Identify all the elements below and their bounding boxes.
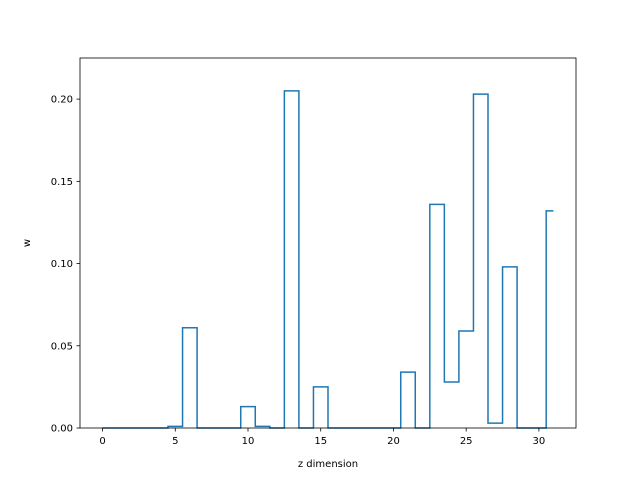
plot-area — [80, 58, 576, 428]
y-tick-label: 0.20 — [51, 95, 73, 106]
x-tick-label: 30 — [533, 436, 546, 447]
y-axis-label: w — [22, 239, 33, 247]
x-tick-label: 15 — [314, 436, 327, 447]
x-tick-label: 20 — [387, 436, 400, 447]
y-tick-label: 0.15 — [51, 177, 73, 188]
y-axis: 0.00 0.05 0.10 0.15 0.20 — [51, 95, 80, 435]
x-axis: 0 5 10 15 20 25 30 — [99, 428, 545, 447]
x-tick-label: 5 — [172, 436, 178, 447]
x-tick-label: 25 — [460, 436, 473, 447]
y-tick-label: 0.05 — [51, 341, 73, 352]
plot-frame — [79, 57, 577, 429]
y-tick-label: 0.10 — [51, 259, 73, 270]
x-tick-label: 10 — [242, 436, 255, 447]
y-tick-label: 0.00 — [51, 424, 73, 435]
x-axis-label: z dimension — [298, 459, 358, 470]
x-tick-label: 0 — [99, 436, 105, 447]
